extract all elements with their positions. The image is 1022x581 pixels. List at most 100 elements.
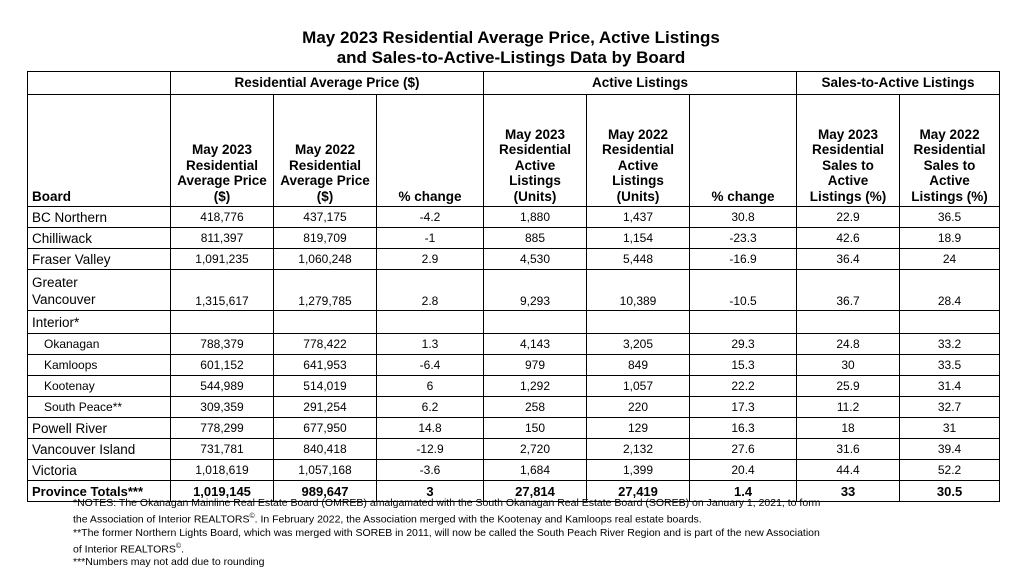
board-name: Vancouver Island — [27, 438, 171, 460]
column-header-row: Board May 2023 Residential Average Price… — [27, 94, 1001, 207]
ratio-2023: 44.4 — [796, 459, 901, 481]
listings-change: 1.4 — [689, 480, 798, 502]
board-data-table: Residential Average Price ($) Active Lis… — [27, 71, 1001, 502]
price-2022: 778,422 — [273, 333, 377, 355]
price-2023: 788,379 — [170, 333, 274, 355]
listings-2022: 220 — [586, 396, 691, 418]
ratio-2022: 18.9 — [899, 227, 1001, 249]
ratio-2023: 36.7 — [796, 269, 901, 311]
listings-change: 27.6 — [689, 438, 798, 460]
price-change: 14.8 — [375, 417, 485, 439]
listings-change: 29.3 — [689, 333, 798, 355]
board-name: Victoria — [27, 459, 171, 481]
listings-2022: 3,205 — [586, 333, 691, 355]
listings-2022: 849 — [586, 354, 691, 376]
board-name: Kamloops — [27, 354, 171, 376]
price-2022: 989,647 — [273, 480, 377, 502]
board-name: BC Northern — [27, 206, 171, 228]
ratio-2023: 22.9 — [796, 206, 901, 228]
price-change: 6 — [375, 375, 485, 397]
footnotes: *NOTES: The Okanagan Mainline Real Estat… — [73, 497, 953, 569]
listings-2023: 1,880 — [483, 206, 588, 228]
group-header-row: Residential Average Price ($) Active Lis… — [27, 71, 1001, 95]
price-change: 2.8 — [375, 269, 485, 311]
listings-2023: 979 — [483, 354, 588, 376]
province-totals-row: Province Totals*** 1,019,145 989,647 3 2… — [27, 480, 1001, 502]
col-price-2022: May 2022 Residential Average Price ($) — [273, 94, 377, 207]
listings-2023: 1,292 — [483, 375, 588, 397]
col-listings-2023: May 2023 Residential Active Listings (Un… — [483, 94, 588, 207]
listings-2023: 4,143 — [483, 333, 588, 355]
listings-2023: 1,684 — [483, 459, 588, 481]
board-name: Powell River — [27, 417, 171, 439]
ratio-2022: 31.4 — [899, 375, 1001, 397]
ratio-2022: 33.5 — [899, 354, 1001, 376]
price-change: -6.4 — [375, 354, 485, 376]
table-row: Powell River 778,299 677,950 14.8 150 12… — [27, 417, 1001, 439]
price-2022: 291,254 — [273, 396, 377, 418]
table-row: Kootenay 544,989 514,019 6 1,292 1,057 2… — [27, 375, 1001, 397]
page-title-line2: and Sales-to-Active-Listings Data by Boa… — [336, 48, 686, 67]
ratio-2023: 33 — [796, 480, 901, 502]
listings-2023: 27,814 — [483, 480, 588, 502]
board-name: Greater Vancouver — [27, 269, 171, 311]
price-2022: 1,279,785 — [273, 269, 377, 311]
price-2023: 1,315,617 — [170, 269, 274, 311]
price-change: 6.2 — [375, 396, 485, 418]
listings-2023: 9,293 — [483, 269, 588, 311]
table-row: Fraser Valley 1,091,235 1,060,248 2.9 4,… — [27, 248, 1001, 270]
price-change: 3 — [375, 480, 485, 502]
board-name: Province Totals*** — [27, 480, 171, 502]
listings-2022: 129 — [586, 417, 691, 439]
listings-2022: 5,448 — [586, 248, 691, 270]
ratio-2023: 11.2 — [796, 396, 901, 418]
col-price-change: % change — [375, 94, 485, 207]
board-name-line2: Vancouver — [32, 292, 96, 307]
price-2022: 819,709 — [273, 227, 377, 249]
col-listings-change: % change — [689, 94, 798, 207]
listings-change: -16.9 — [689, 248, 798, 270]
col-board: Board — [27, 94, 171, 207]
ratio-2022: 52.2 — [899, 459, 1001, 481]
board-name: Chilliwack — [27, 227, 171, 249]
ratio-2022: 30.5 — [899, 480, 1001, 502]
board-name: Kootenay — [27, 375, 171, 397]
listings-2022: 1,399 — [586, 459, 691, 481]
price-2023: 418,776 — [170, 206, 274, 228]
table-row: Greater Vancouver 1,315,617 1,279,785 2.8… — [27, 269, 1001, 311]
note-2: **The former Northern Lights Board, whic… — [73, 526, 820, 556]
price-2022: 1,060,248 — [273, 248, 377, 270]
ratio-2022: 28.4 — [899, 269, 1001, 311]
board-name: Okanagan — [27, 333, 171, 355]
price-change: 2.9 — [375, 248, 485, 270]
listings-2022: 2,132 — [586, 438, 691, 460]
table-row: Victoria 1,018,619 1,057,168 -3.6 1,684 … — [27, 459, 1001, 481]
listings-2022: 1,154 — [586, 227, 691, 249]
ratio-2022: 36.5 — [899, 206, 1001, 228]
price-change: 1.3 — [375, 333, 485, 355]
listings-2022: 10,389 — [586, 269, 691, 311]
listings-change: 17.3 — [689, 396, 798, 418]
listings-2022: 1,057 — [586, 375, 691, 397]
empty-header — [27, 71, 171, 95]
price-2023: 778,299 — [170, 417, 274, 439]
ratio-2022: 24 — [899, 248, 1001, 270]
col-price-2023: May 2023 Residential Average Price ($) — [170, 94, 274, 207]
listings-2023: 258 — [483, 396, 588, 418]
table-row: Vancouver Island 731,781 840,418 -12.9 2… — [27, 438, 1001, 460]
board-name-line1: Greater — [32, 275, 78, 290]
note-1: *NOTES: The Okanagan Mainline Real Estat… — [73, 497, 821, 526]
price-2023: 811,397 — [170, 227, 274, 249]
price-change: -12.9 — [375, 438, 485, 460]
ratio-2022: 32.7 — [899, 396, 1001, 418]
price-2023: 1,091,235 — [170, 248, 274, 270]
listings-2023: 885 — [483, 227, 588, 249]
listings-2023: 150 — [483, 417, 588, 439]
price-2022: 677,950 — [273, 417, 377, 439]
page-title-line1: May 2023 Residential Average Price, Acti… — [302, 28, 720, 47]
listings-change: -23.3 — [689, 227, 798, 249]
price-2023: 544,989 — [170, 375, 274, 397]
table-row: Kamloops 601,152 641,953 -6.4 979 849 15… — [27, 354, 1001, 376]
board-name: Fraser Valley — [27, 248, 171, 270]
col-ratio-2023: May 2023 Residential Sales to Active Lis… — [796, 94, 901, 207]
